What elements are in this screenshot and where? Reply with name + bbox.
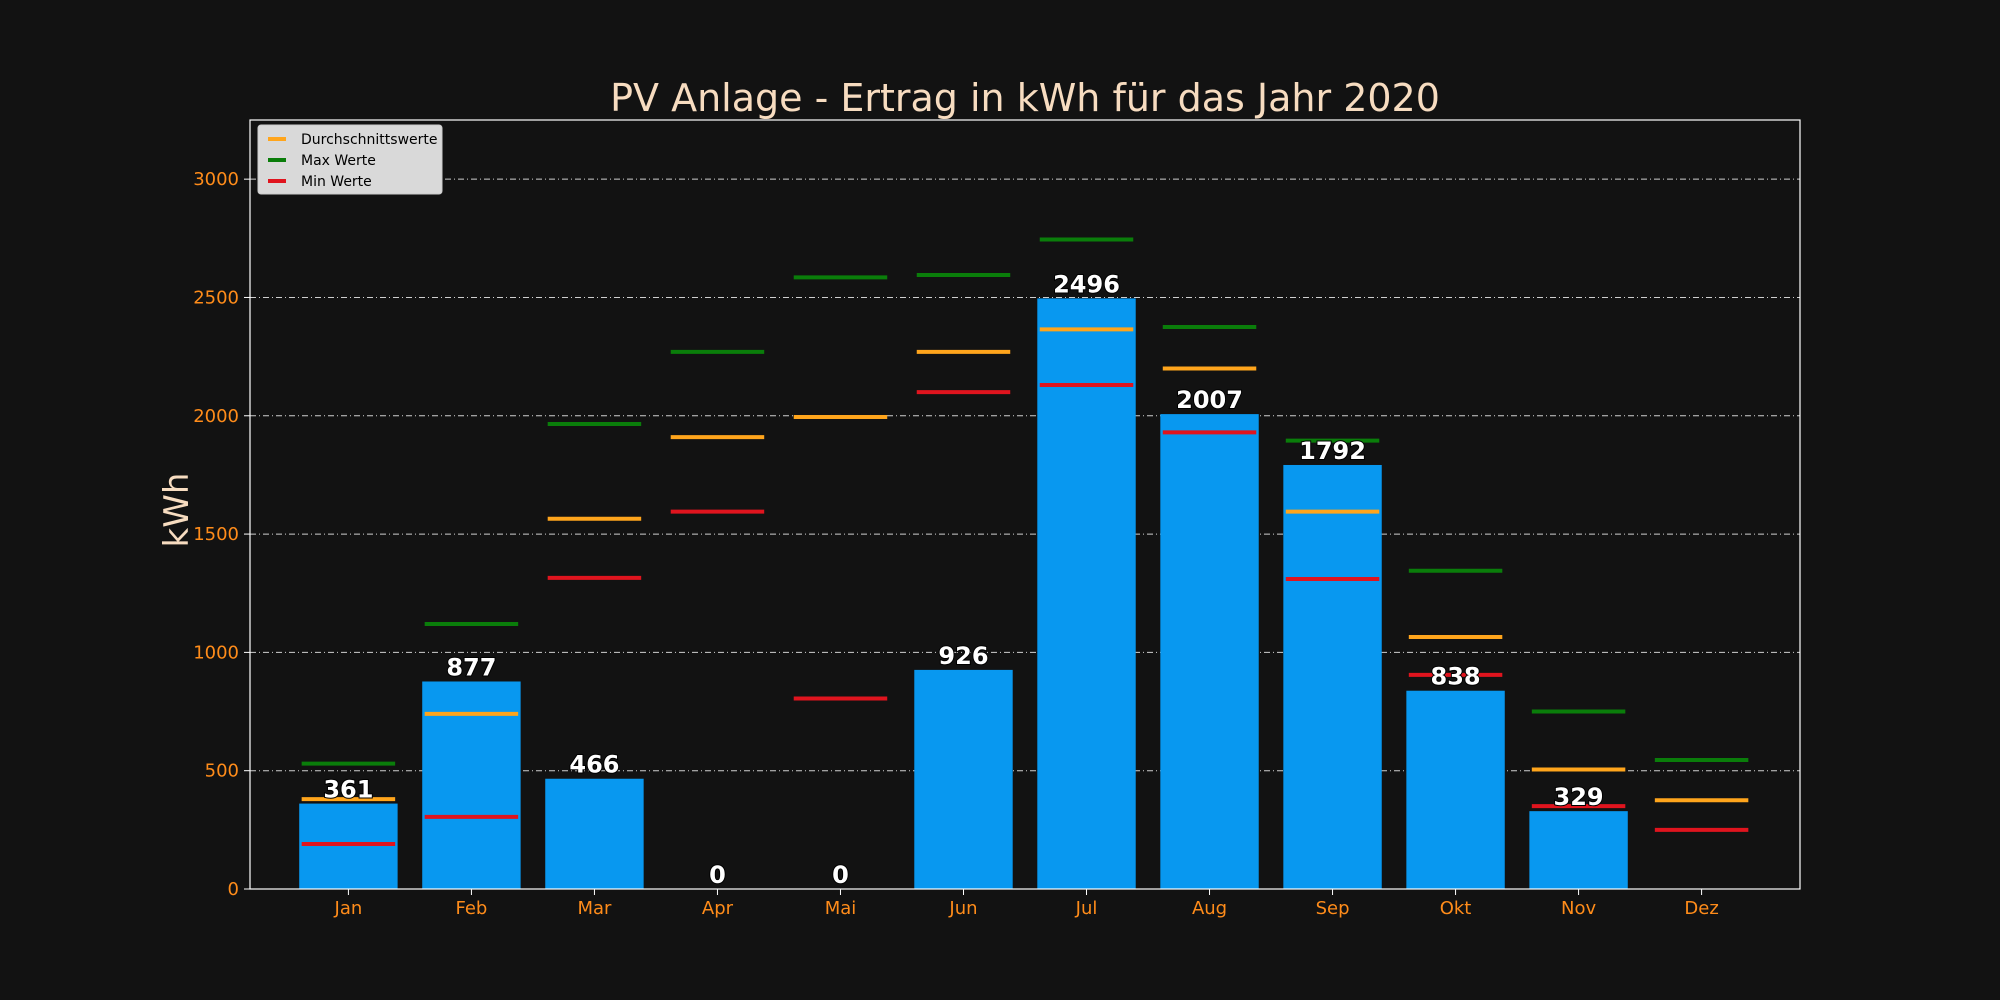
y-tick-label: 500 [205,761,239,782]
bar-value-label: 329 [1554,783,1604,811]
x-tick-label: Jun [948,898,977,919]
y-tick-label: 1500 [193,524,239,545]
bar [1160,414,1259,889]
bar [299,803,398,889]
bar-value-label: 2496 [1053,270,1120,298]
x-tick-label: Mai [825,898,857,919]
bar-value-label: 877 [446,653,496,681]
bar-value-label: 0 [832,861,849,889]
bar [1406,690,1505,889]
x-tick-label: Feb [455,898,487,919]
bar [545,778,644,889]
chart-title: PV Anlage - Ertrag in kWh für das Jahr 2… [610,76,1440,120]
plot-frame [249,119,1801,890]
value-labels: 361 877 466 0 0 926 2496 2007 1792 838 329 [322,269,1604,890]
bar-value-label: 0 [709,861,726,889]
bar-value-label: 838 [1431,663,1481,691]
bar [1037,298,1136,890]
x-tick-label: Aug [1192,898,1227,919]
y-tick-label: 2000 [193,406,239,427]
legend: Durchschnittswerte Max Werte Min Werte [257,124,443,195]
legend-label: Durchschnittswerte [301,132,438,148]
bar [422,681,521,889]
bar-value-label: 2007 [1176,386,1243,414]
y-axis-label: kWh [157,473,197,548]
x-tick-label: Apr [702,898,734,919]
bar-value-label: 361 [323,776,373,804]
x-tick-label: Okt [1440,898,1472,919]
y-tick-label: 1000 [193,642,239,663]
x-tick-label: Jan [334,898,363,919]
y-tick-label: 0 [228,879,239,900]
bar [1529,811,1628,889]
bar-value-label: 1792 [1299,437,1366,465]
x-tick-label: Sep [1316,898,1350,919]
x-tick-label: Nov [1561,898,1596,919]
x-tick-label: Mar [577,898,612,919]
legend-label: Max Werte [301,153,376,169]
bar [914,669,1013,889]
axes: 0 500 1000 1500 2000 2500 3000 Jan Feb Mar Apr Mai J… [193,119,1801,919]
y-tick-label: 2500 [193,287,239,308]
x-tick-label: Jul [1075,898,1098,919]
legend-box [257,124,443,195]
bar-value-label: 466 [569,751,619,779]
bar [1283,464,1382,889]
bars [299,298,1628,890]
x-tick-label: Dez [1684,898,1718,919]
y-tick-label: 3000 [193,169,239,190]
bar-value-label: 926 [938,642,988,670]
legend-label: Min Werte [301,174,372,190]
reference-lines [301,237,1749,847]
